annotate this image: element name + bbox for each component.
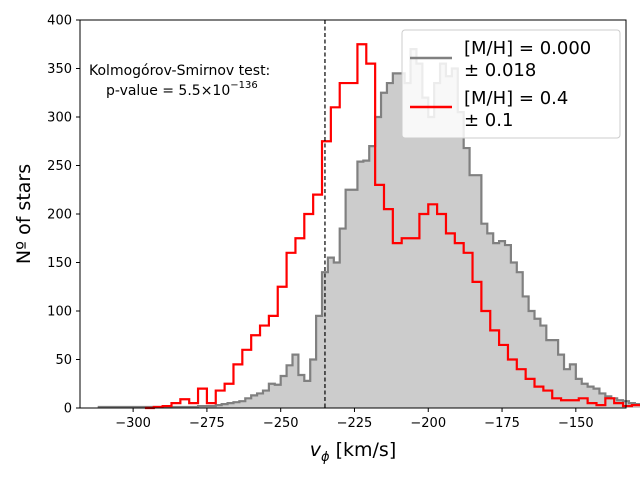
y-tick-label: 200 [47,208,72,223]
x-tick-label: −250 [263,416,299,431]
y-tick-label: 400 [47,14,72,29]
x-axis-title-unit: [km/s] [330,439,397,461]
legend: [M/H] = 0.000 ± 0.018 [M/H] = 0.4 ± 0.1 [401,29,621,139]
annotation-exponent: −136 [230,80,257,91]
legend-label-red-1: [M/H] = 0.4 [464,88,568,109]
annotation-pvalue: p-value = 5.5×10 [106,83,230,99]
y-tick-label: 350 [47,62,72,77]
y-axis-title: Nº of stars [13,164,35,264]
x-tick-label: −275 [189,416,225,431]
y-tick-label: 0 [64,402,72,417]
y-tick-label: 250 [47,159,72,174]
x-tick-label: −300 [115,416,151,431]
annotation-line-2: p-value = 5.5×10−136 [106,80,258,99]
y-tick-label: 150 [47,256,72,271]
x-axis-title-var: v [310,439,322,461]
x-tick-label: −225 [337,416,373,431]
x-axis-title: vϕ [km/s] [310,439,397,465]
x-axis-ticks: −300 −275 −250 −225 −200 −175 −150 [115,408,594,431]
x-tick-label: −200 [410,416,446,431]
y-axis-ticks: 0 50 100 150 200 250 300 350 400 [47,14,80,417]
x-axis-title-sub: ϕ [321,450,330,465]
annotation-line-1: Kolmogórov-Smirnov test: [89,63,270,79]
legend-label-red-2: ± 0.1 [464,110,513,131]
legend-label-gray-1: [M/H] = 0.000 [464,38,591,59]
x-tick-label: −175 [484,416,520,431]
y-tick-label: 300 [47,111,72,126]
y-tick-label: 50 [55,353,72,368]
legend-frame [401,29,621,139]
histogram-fill-gray [97,49,640,408]
legend-label-gray-2: ± 0.018 [464,60,536,81]
histogram-line-red [144,43,640,410]
y-tick-label: 100 [47,305,72,320]
x-tick-label: −150 [558,416,594,431]
histogram-series-red [144,43,640,410]
